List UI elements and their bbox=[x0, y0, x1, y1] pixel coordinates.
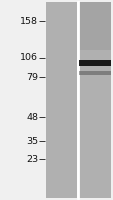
Bar bbox=[79, 2, 110, 198]
Text: 48: 48 bbox=[26, 112, 38, 121]
Text: 79: 79 bbox=[26, 72, 38, 82]
Text: 35: 35 bbox=[26, 136, 38, 146]
Bar bbox=[45, 2, 76, 198]
Bar bbox=[79, 2, 110, 50]
Text: 106: 106 bbox=[20, 53, 38, 62]
Text: 23: 23 bbox=[26, 154, 38, 164]
Bar bbox=[79, 71, 110, 75]
Text: 158: 158 bbox=[20, 17, 38, 25]
Bar bbox=[79, 60, 110, 66]
